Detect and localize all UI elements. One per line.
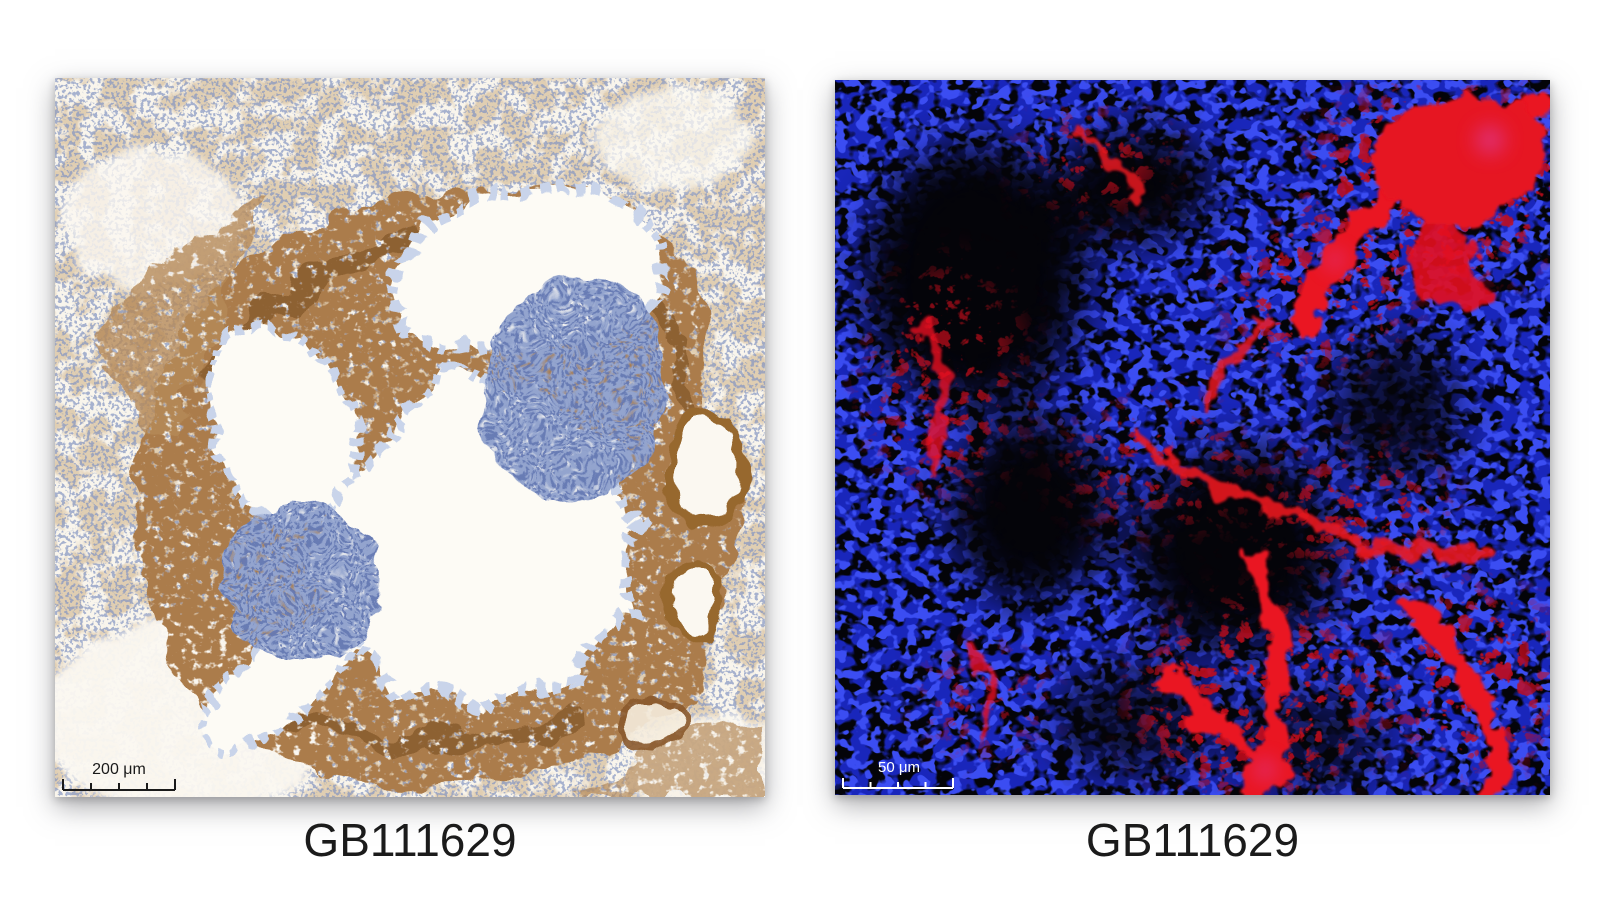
if-red-stain-patches <box>1372 96 1545 310</box>
if-panel-label: GB111629 <box>1085 814 1300 866</box>
ihc-scale-bar-ruler <box>62 779 176 791</box>
ihc-micrograph-image: 200 μm <box>55 78 765 797</box>
if-scale-bar: 50 μm <box>842 759 954 789</box>
ihc-panel-label: GB111629 <box>303 814 517 866</box>
if-scale-bar-text: 50 μm <box>878 759 920 776</box>
ihc-panel: 200 μm <box>55 78 765 797</box>
if-micrograph-image: 50 μm <box>835 80 1550 795</box>
if-scale-bar-ruler <box>842 778 954 789</box>
if-panel: 50 μm <box>835 80 1550 795</box>
ihc-scale-bar-text: 200 μm <box>92 761 146 778</box>
ihc-scale-bar: 200 μm <box>62 761 176 791</box>
if-magenta-accents <box>1255 126 1504 780</box>
ihc-vessels <box>621 407 748 751</box>
ihc-lymphoid-aggregates <box>222 277 669 665</box>
